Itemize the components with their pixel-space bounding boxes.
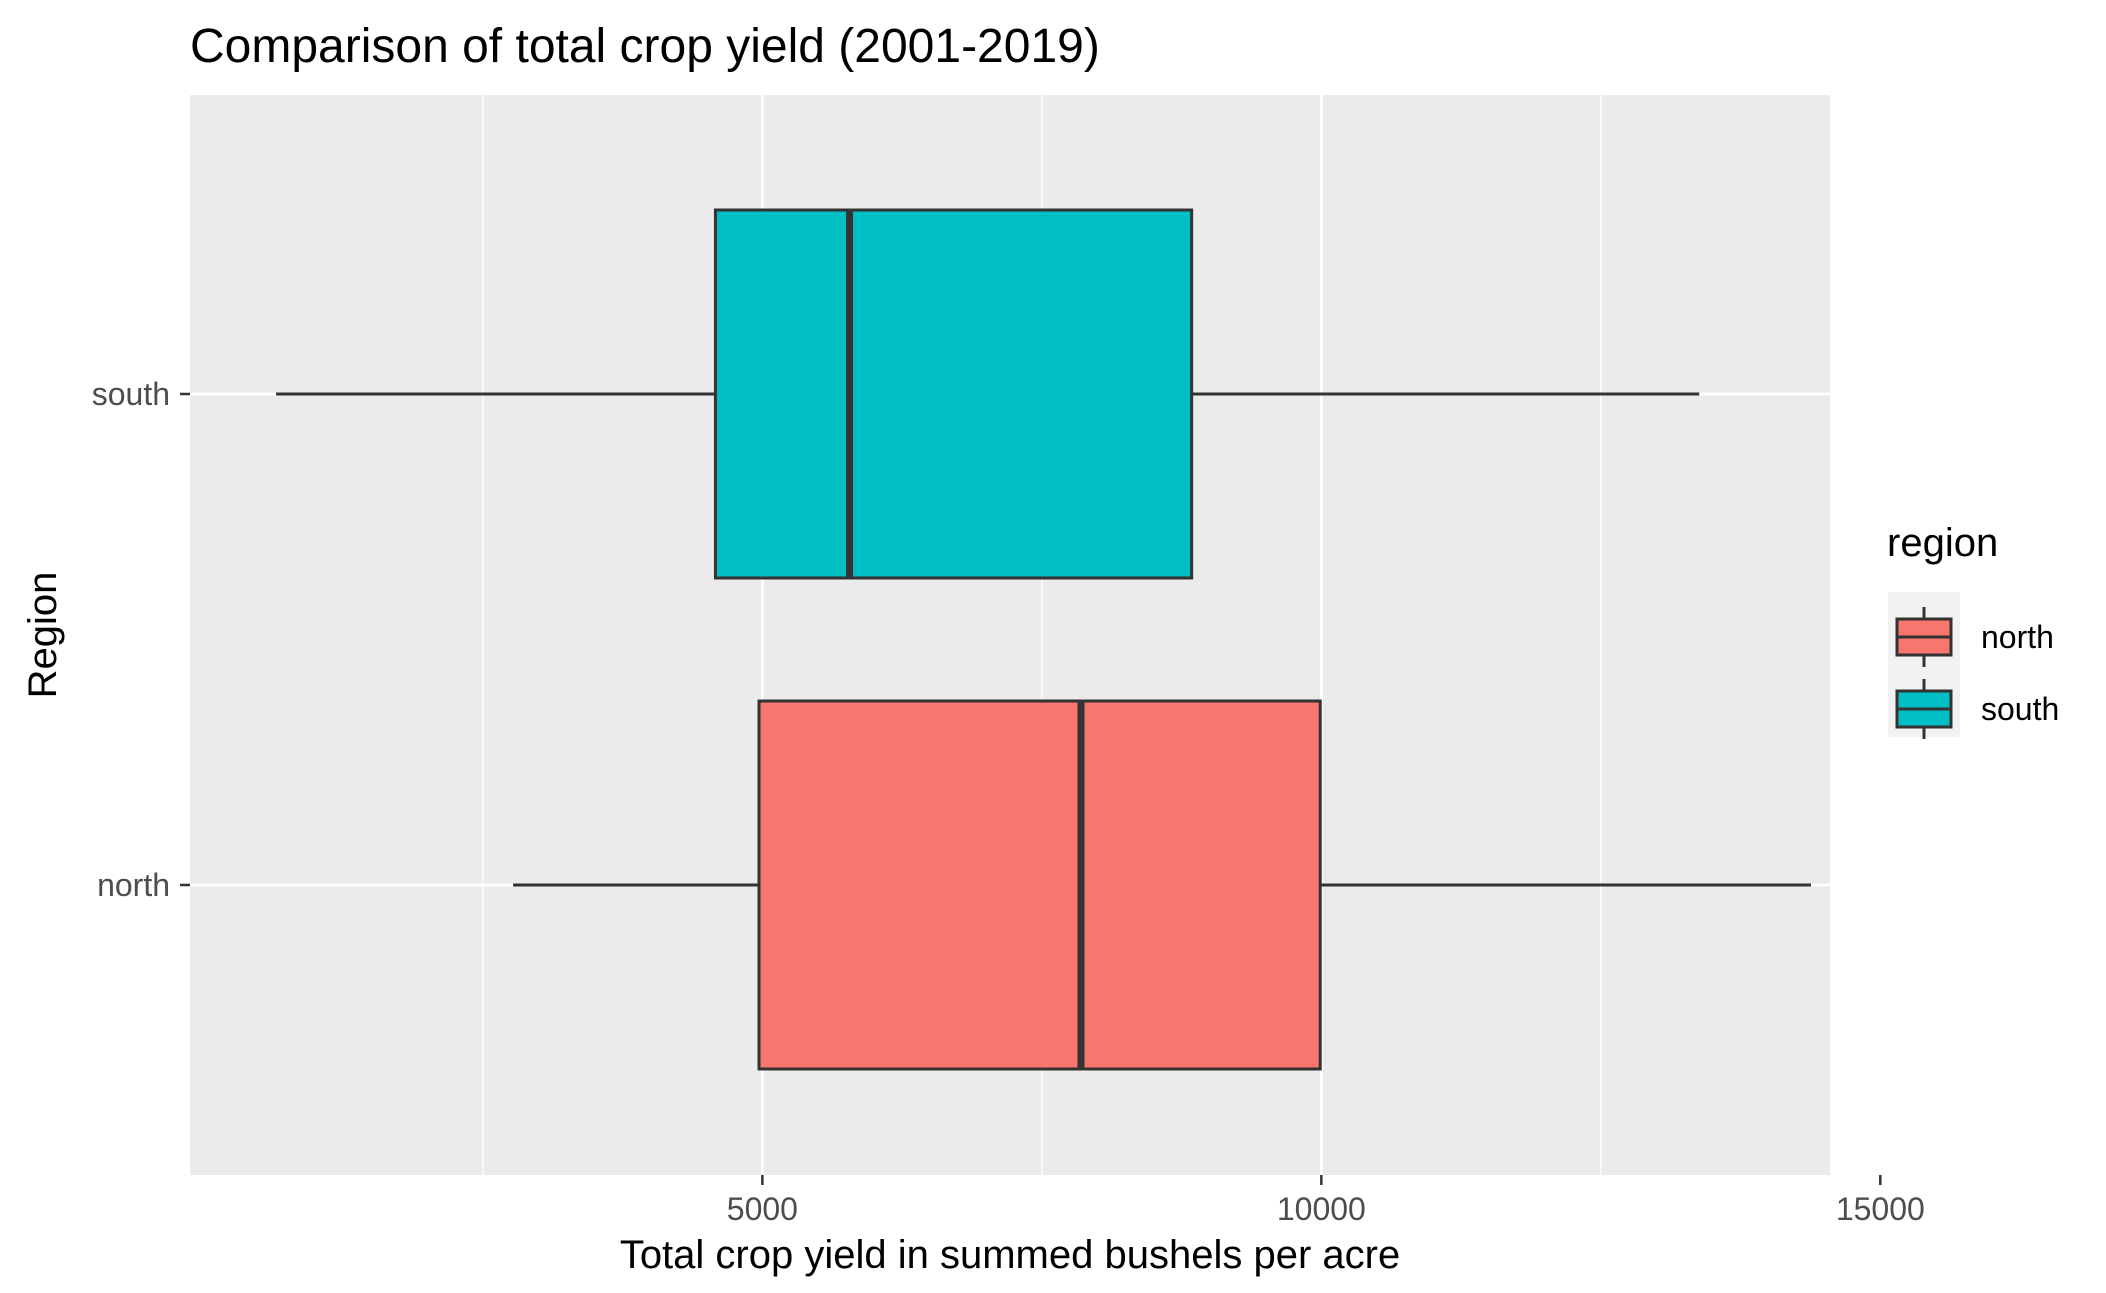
- legend-label: south: [1981, 691, 2059, 727]
- legend-label: north: [1981, 619, 2054, 655]
- x-tick-label: 10000: [1277, 1191, 1366, 1227]
- y-tick-label: north: [97, 867, 170, 903]
- x-tick-label: 15000: [1836, 1191, 1925, 1227]
- legend-title: region: [1887, 521, 1998, 565]
- x-tick-label: 5000: [727, 1191, 798, 1227]
- boxes-layer: [276, 208, 1811, 1071]
- x-axis-title: Total crop yield in summed bushels per a…: [620, 1233, 1400, 1277]
- legend-keys: north south: [1895, 607, 2059, 739]
- box-iqr: [757, 699, 1322, 1071]
- chart-title: Comparison of total crop yield (2001-201…: [190, 20, 1100, 73]
- y-axis: north south: [92, 376, 190, 903]
- box-iqr: [713, 208, 1194, 580]
- box-south: [276, 208, 1700, 580]
- y-axis-title: Region: [21, 572, 65, 699]
- legend: region north south: [1887, 521, 2059, 739]
- y-tick-label: south: [92, 376, 170, 412]
- legend-item-north: north: [1895, 607, 2054, 667]
- legend-item-south: south: [1895, 679, 2059, 739]
- x-axis: 5000 10000 15000: [727, 1175, 1925, 1227]
- box-north: [513, 699, 1811, 1071]
